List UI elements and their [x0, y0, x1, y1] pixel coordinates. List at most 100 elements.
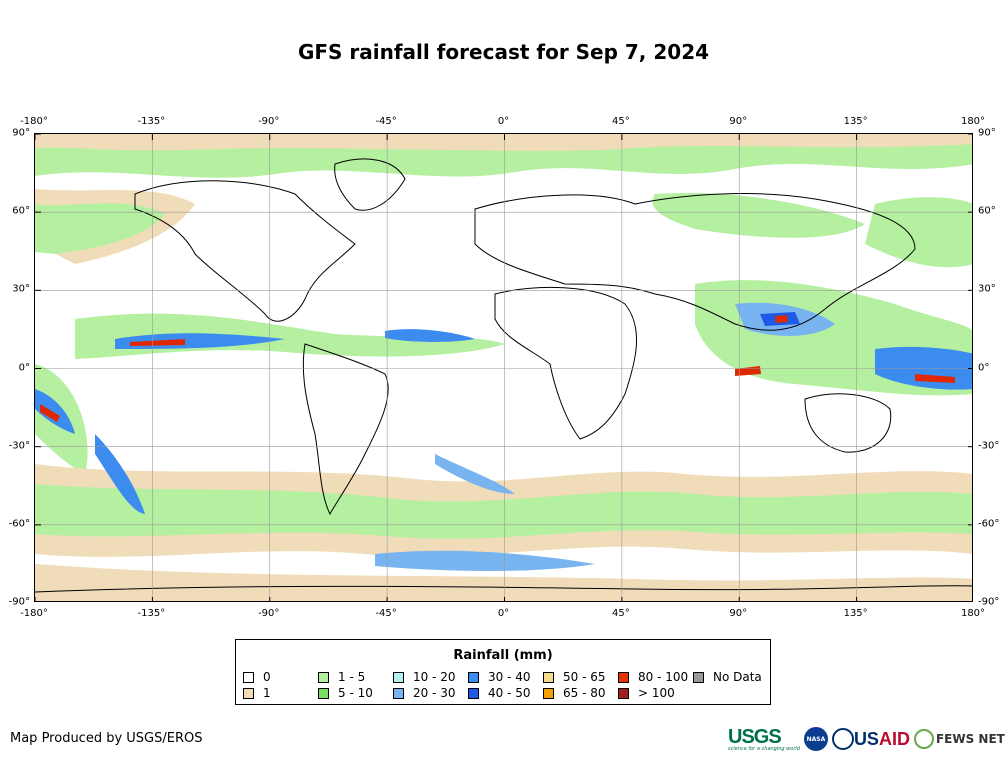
rain-antarctic-front: [375, 550, 595, 571]
lat-tick-label: 0°: [978, 362, 990, 373]
lat-tick-label: 30°: [12, 283, 30, 295]
lon-tick-label: -135°: [137, 116, 166, 127]
rain-wpacific-core: [915, 374, 955, 383]
frame-tick-marks: [35, 134, 972, 601]
rainfall-map: [34, 133, 973, 602]
coast-africa: [494, 286, 637, 440]
legend-swatch: [393, 671, 404, 683]
legend-label: 30 - 40: [488, 670, 531, 684]
usgs-logo: USGS science for a changing world: [728, 727, 800, 752]
coast-north-america: [134, 180, 356, 322]
lon-tick-label: -90°: [258, 116, 280, 127]
legend-label: No Data: [713, 670, 762, 684]
legend-swatch: [543, 687, 554, 699]
legend-label: 20 - 30: [413, 686, 456, 700]
agency-logos: USGS science for a changing world NASA U…: [728, 726, 1005, 752]
rain-atlantic-heavy: [385, 329, 475, 342]
coast-australia: [804, 393, 892, 453]
lon-tick-label: -180°: [20, 608, 48, 619]
lat-tick-label: 30°: [978, 283, 996, 295]
legend-label: 65 - 80: [563, 686, 606, 700]
usaid-seal-icon: [831, 728, 854, 750]
legend-label: 80 - 100: [638, 670, 689, 684]
legend-item: 50 - 65: [543, 670, 606, 684]
rain-asia-core: [775, 315, 788, 323]
lat-tick-label: -60°: [8, 518, 30, 530]
map-credit: Map Produced by USGS/EROS: [10, 731, 203, 746]
fews-net-globe-icon: [913, 729, 934, 749]
legend-item: 5 - 10: [318, 686, 373, 700]
usgs-logo-text: USGS: [728, 725, 782, 748]
rainfall-map-svg: [35, 134, 972, 601]
legend-item: 0: [243, 670, 271, 684]
rain-antarctic-light: [35, 564, 972, 601]
lat-tick-label: 60°: [12, 205, 30, 217]
legend-item: 65 - 80: [543, 686, 606, 700]
rain-spacific-heavy: [35, 389, 75, 434]
legend-label: 50 - 65: [563, 670, 606, 684]
lon-tick-label: -45°: [375, 608, 397, 619]
legend-item: No Data: [693, 670, 762, 684]
legend-label: 5 - 10: [338, 686, 373, 700]
legend-swatch: [618, 671, 629, 683]
coast-eurasia: [474, 193, 916, 331]
rain-spacific-core: [40, 404, 60, 422]
lon-tick-label: 45°: [612, 116, 630, 127]
rain-nwpacific: [865, 197, 972, 268]
usaid-logo-aid: AID: [878, 728, 910, 749]
fews-net-logo: FEWS NET: [913, 729, 1005, 749]
lon-tick-label: -45°: [375, 116, 397, 127]
coast-antarctica: [35, 585, 972, 593]
graticule: [35, 134, 972, 601]
legend-label: > 100: [638, 686, 675, 700]
legend-item: 30 - 40: [468, 670, 531, 684]
rain-npacific: [35, 203, 165, 254]
lon-tick-label: 0°: [497, 116, 510, 127]
lon-tick-label: 180°: [960, 608, 986, 619]
rain-satlantic-front: [435, 454, 515, 494]
legend-swatch: [543, 671, 554, 683]
lat-tick-label: 90°: [978, 127, 996, 139]
legend-label: 40 - 50: [488, 686, 531, 700]
rain-itcz-core: [130, 339, 185, 346]
coast-greenland: [334, 158, 406, 211]
lat-tick-label: -90°: [978, 596, 1000, 608]
rain-spacific-front: [95, 434, 145, 514]
legend-swatch: [318, 687, 329, 699]
lat-tick-label: -90°: [8, 596, 30, 608]
legend-title: Rainfall (mm): [453, 648, 553, 663]
rainfall-legend: Rainfall (mm) 0 1 1 - 5 5 - 10 10 - 20 20 - 3…: [235, 639, 771, 705]
legend-item: 80 - 100: [618, 670, 688, 684]
legend-item: > 100: [618, 686, 675, 700]
lat-tick-label: -30°: [8, 440, 30, 452]
usaid-logo-us: US: [853, 728, 879, 749]
lon-tick-label: 135°: [843, 116, 868, 127]
legend-swatch: [243, 687, 254, 699]
lon-tick-label: 135°: [843, 608, 868, 619]
legend-swatch: [318, 671, 329, 683]
lon-tick-label: -90°: [258, 608, 280, 619]
coastlines: [35, 158, 972, 593]
legend-swatch: [243, 671, 254, 683]
lon-tick-label: 90°: [729, 116, 748, 127]
lat-tick-label: -60°: [978, 518, 1000, 530]
lon-tick-label: 180°: [960, 116, 986, 127]
lon-tick-label: -135°: [137, 608, 166, 619]
lat-tick-label: 0°: [18, 362, 30, 373]
legend-item: 1: [243, 686, 271, 700]
lon-tick-label: 45°: [612, 608, 630, 619]
legend-item: 20 - 30: [393, 686, 456, 700]
legend-item: 40 - 50: [468, 686, 531, 700]
legend-label: 1 - 5: [338, 670, 366, 684]
legend-item: 10 - 20: [393, 670, 456, 684]
usgs-logo-tagline: science for a changing world: [728, 745, 800, 752]
legend-item: 1 - 5: [318, 670, 365, 684]
legend-swatch: [618, 687, 629, 699]
lat-tick-label: -30°: [978, 440, 1000, 452]
lat-tick-label: 60°: [978, 205, 996, 217]
legend-swatch: [468, 687, 479, 699]
lon-tick-label: 90°: [729, 608, 748, 619]
map-title: GFS rainfall forecast for Sep 7, 2024: [297, 40, 710, 64]
legend-label: 1: [263, 686, 271, 700]
usaid-logo: US AID: [831, 728, 910, 750]
